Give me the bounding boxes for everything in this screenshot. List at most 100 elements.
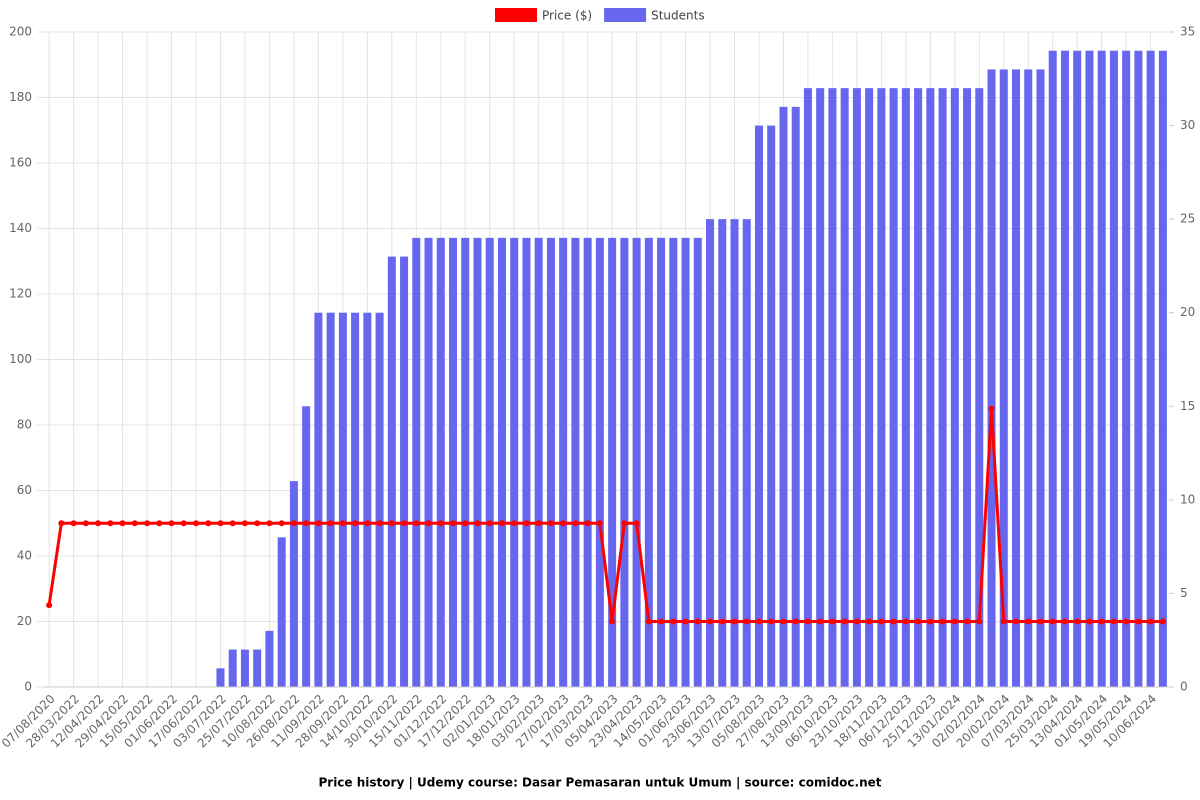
price-point xyxy=(437,520,444,527)
price-point xyxy=(890,618,897,625)
price-point xyxy=(229,520,236,527)
y2-tick-label: 30 xyxy=(1180,118,1195,132)
y-tick-label: 160 xyxy=(9,156,32,170)
price-point xyxy=(535,520,542,527)
bar xyxy=(816,88,825,687)
price-point xyxy=(584,520,591,527)
price-point xyxy=(878,618,885,625)
bar xyxy=(975,88,984,687)
price-point xyxy=(498,520,505,527)
price-point xyxy=(1110,618,1117,625)
price-point xyxy=(1159,618,1166,625)
bar xyxy=(302,406,311,687)
legend-swatch xyxy=(495,8,537,22)
bar xyxy=(363,312,372,687)
price-point xyxy=(205,520,212,527)
price-point xyxy=(290,520,297,527)
bar xyxy=(767,125,776,688)
price-point xyxy=(866,618,873,625)
price-point xyxy=(474,520,481,527)
bar xyxy=(228,649,237,687)
price-point xyxy=(1098,618,1105,625)
price-point xyxy=(70,520,77,527)
bar xyxy=(914,88,923,687)
price-point xyxy=(560,520,567,527)
price-point xyxy=(1074,618,1081,625)
bar xyxy=(877,88,886,687)
legend-label: Students xyxy=(651,9,705,23)
price-point xyxy=(364,520,371,527)
price-point xyxy=(792,618,799,625)
price-point xyxy=(1086,618,1093,625)
bar xyxy=(400,256,409,687)
price-point xyxy=(658,618,665,625)
price-point xyxy=(976,618,983,625)
y-tick-label: 0 xyxy=(24,680,32,694)
price-point xyxy=(1147,618,1154,625)
price-point xyxy=(572,520,579,527)
price-point xyxy=(1000,618,1007,625)
price-point xyxy=(413,520,420,527)
bar xyxy=(681,237,690,687)
y-tick-label: 40 xyxy=(17,549,32,563)
bar xyxy=(351,312,360,687)
bar xyxy=(608,237,617,687)
y-tick-label: 200 xyxy=(9,25,32,39)
bar xyxy=(375,312,384,687)
price-point xyxy=(951,618,958,625)
price-point xyxy=(352,520,359,527)
bar xyxy=(1024,69,1033,687)
bar xyxy=(326,312,335,687)
price-point xyxy=(107,520,114,527)
price-point xyxy=(841,618,848,625)
bar xyxy=(1158,50,1167,687)
y-tick-label: 120 xyxy=(9,287,32,301)
bar xyxy=(534,237,543,687)
y2-tick-label: 10 xyxy=(1180,492,1195,506)
price-point xyxy=(621,520,628,527)
bar xyxy=(253,649,262,687)
bar xyxy=(950,88,959,687)
y-tick-label: 140 xyxy=(9,221,32,235)
price-point xyxy=(266,520,273,527)
price-point xyxy=(670,618,677,625)
bar xyxy=(571,237,580,687)
bar xyxy=(583,237,592,687)
bar xyxy=(461,237,470,687)
price-point xyxy=(915,618,922,625)
price-point xyxy=(156,520,163,527)
price-point xyxy=(927,618,934,625)
price-point xyxy=(303,520,310,527)
price-point xyxy=(902,618,909,625)
bar xyxy=(1134,50,1143,687)
y2-tick-label: 15 xyxy=(1180,399,1195,413)
bar xyxy=(852,88,861,687)
bar xyxy=(1085,50,1094,687)
price-point xyxy=(731,618,738,625)
price-point xyxy=(401,520,408,527)
bar xyxy=(901,88,910,687)
bar xyxy=(963,88,972,687)
price-point xyxy=(853,618,860,625)
price-point xyxy=(609,618,616,625)
bar xyxy=(1109,50,1118,687)
price-point xyxy=(278,520,285,527)
bar xyxy=(730,219,739,687)
price-point xyxy=(241,520,248,527)
bar xyxy=(779,106,788,688)
bar xyxy=(1073,50,1082,687)
bar xyxy=(387,256,396,687)
price-point xyxy=(1013,618,1020,625)
y2-tick-label: 25 xyxy=(1180,212,1195,226)
bar xyxy=(865,88,874,687)
price-point xyxy=(327,520,334,527)
bar xyxy=(644,237,653,687)
bar xyxy=(424,237,433,687)
legend-label: Price ($) xyxy=(542,9,592,23)
price-point xyxy=(829,618,836,625)
bar xyxy=(999,69,1008,687)
y-tick-label: 100 xyxy=(9,352,32,366)
bar xyxy=(657,237,666,687)
price-point xyxy=(804,618,811,625)
